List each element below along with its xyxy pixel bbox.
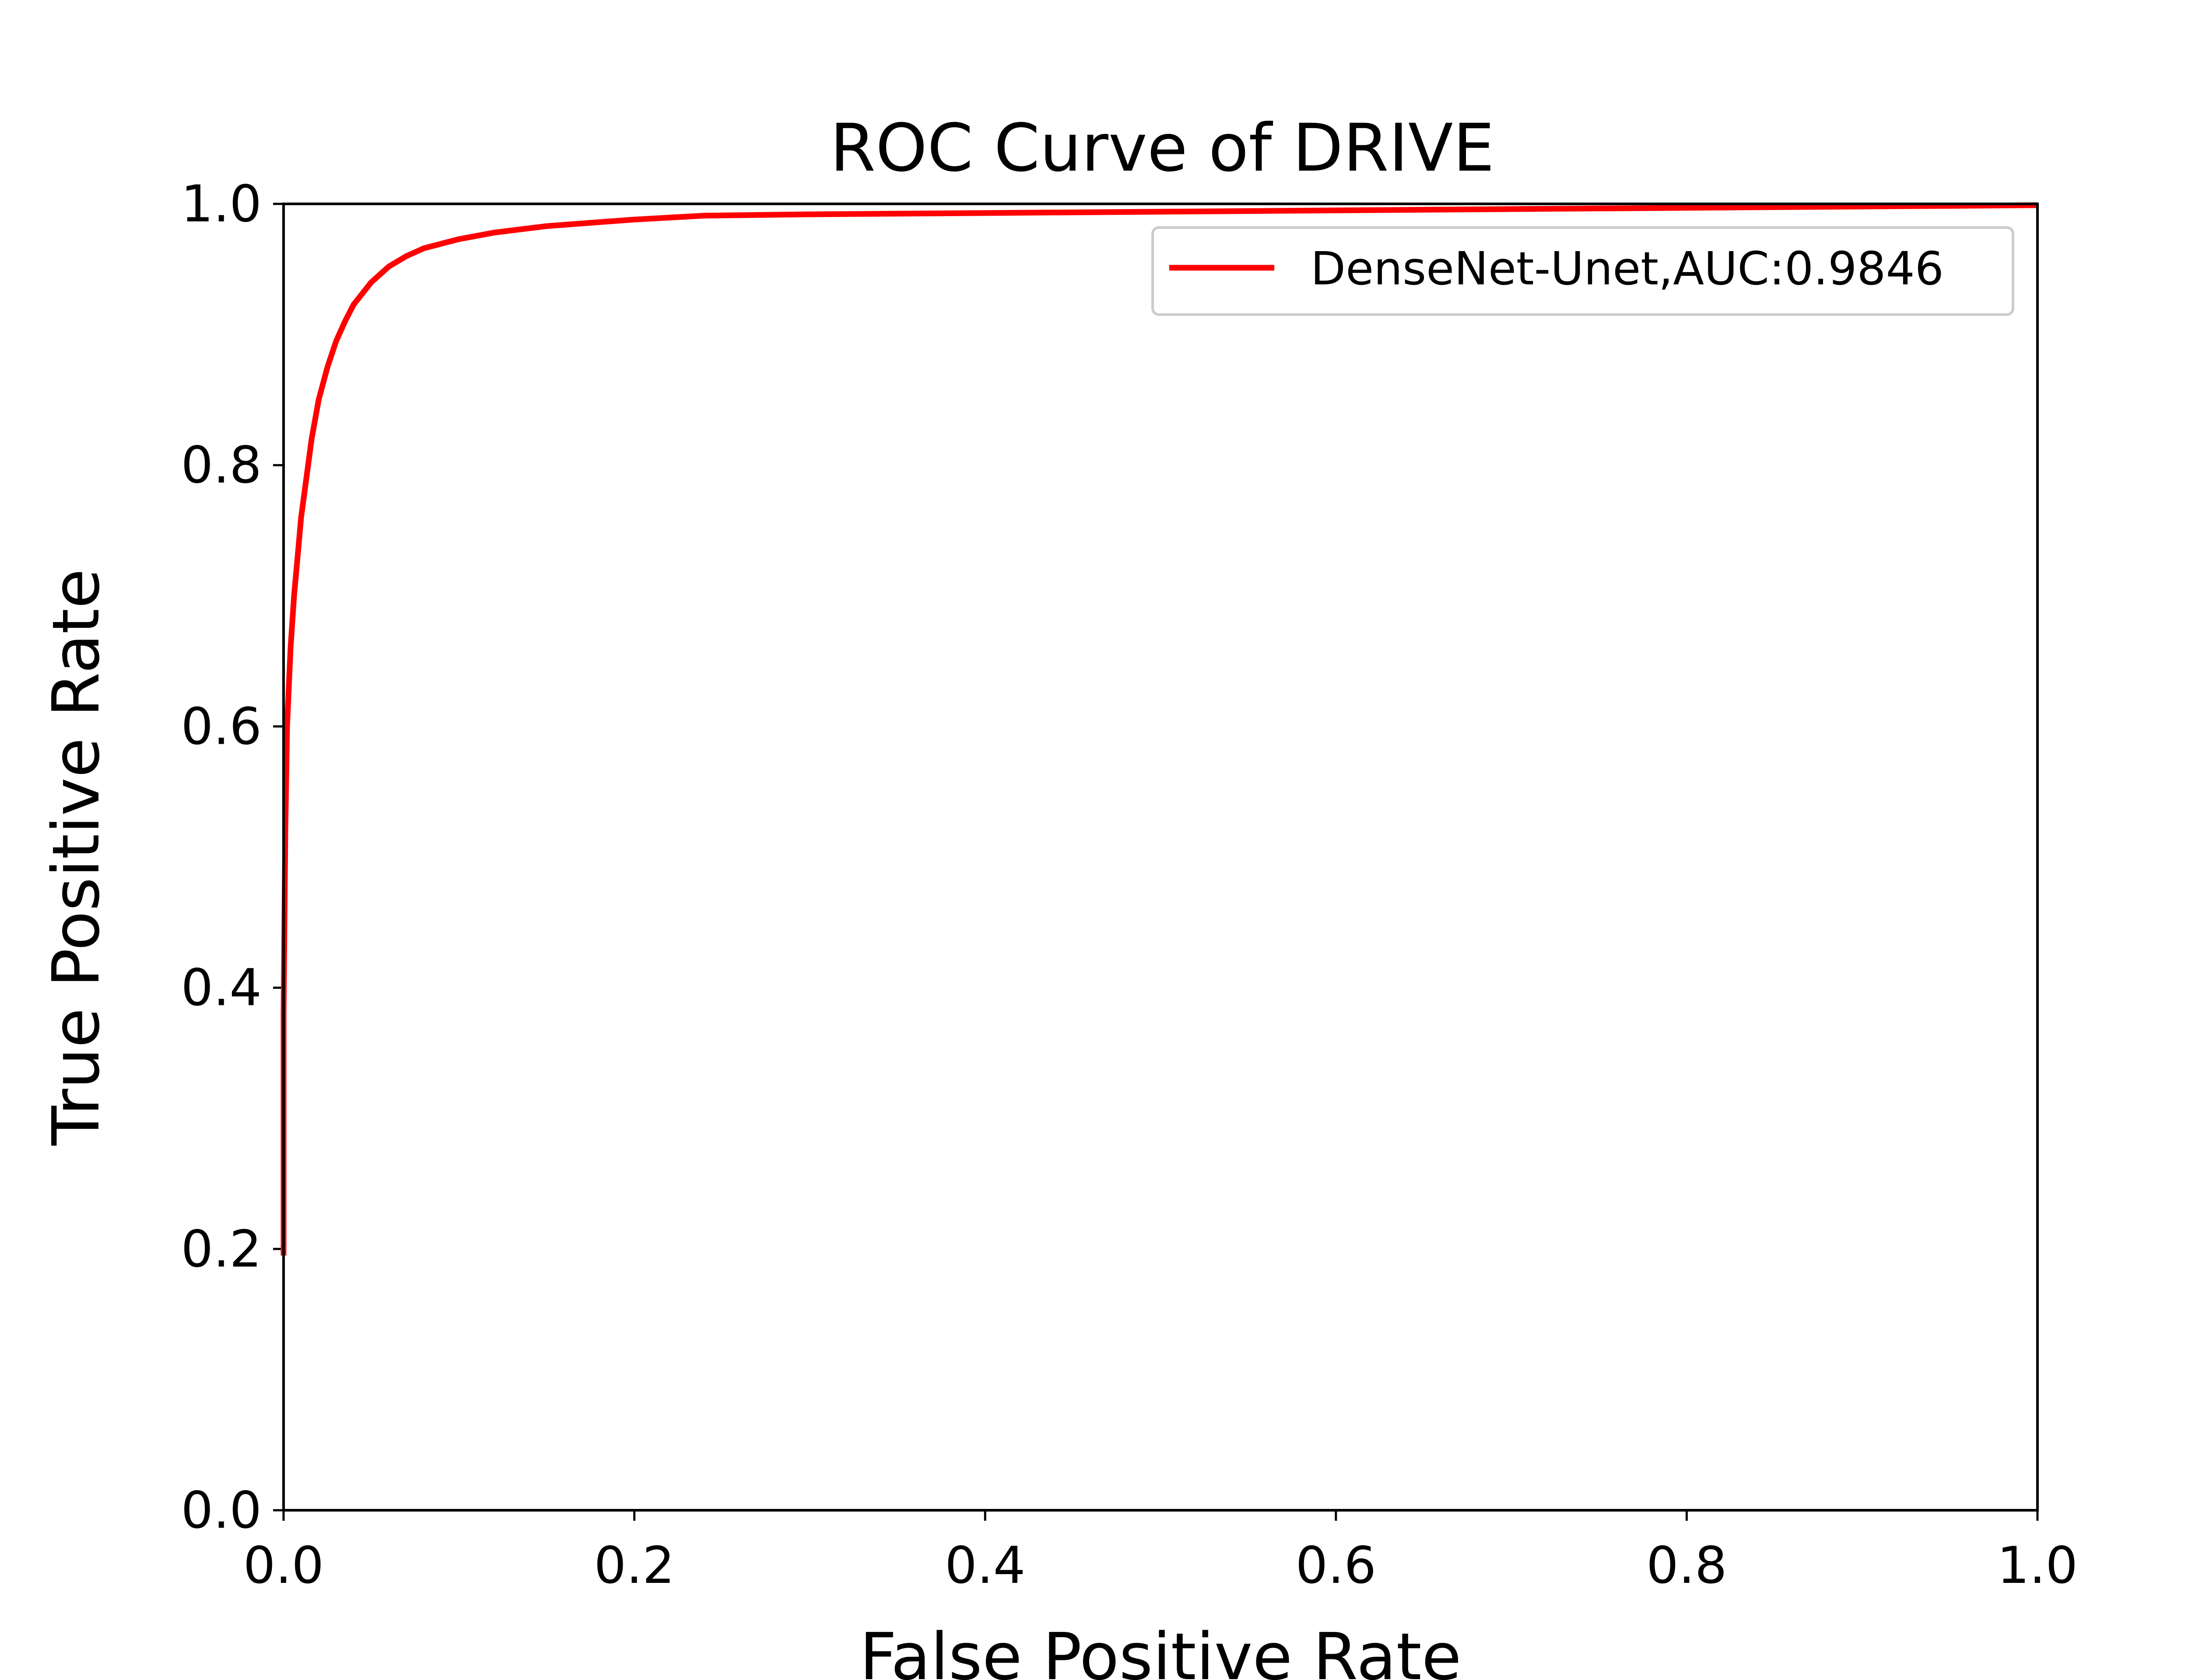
x-tick-label: 0.2 <box>594 1536 674 1595</box>
legend-box <box>1151 226 2014 316</box>
x-axis-ticks: 0.0 0.2 0.4 0.6 0.8 1.0 <box>243 1510 2078 1595</box>
axes-frame <box>282 203 2039 1512</box>
y-tick-label: 0.0 <box>181 1481 262 1540</box>
x-tick-label: 0.4 <box>945 1536 1025 1595</box>
legend: DenseNet-Unet,AUC:0.9846 <box>1151 226 2014 316</box>
legend-label: DenseNet-Unet,AUC:0.9846 <box>1311 242 1944 295</box>
y-tick-label: 0.6 <box>181 697 262 756</box>
y-axis-title: True Positive Rate <box>39 569 114 1146</box>
y-tick-label: 1.0 <box>181 175 262 234</box>
series-layer <box>281 202 2038 1256</box>
x-tick-label: 0.6 <box>1296 1536 1376 1595</box>
y-tick-label: 0.8 <box>181 436 262 495</box>
y-tick-label: 0.2 <box>181 1220 262 1279</box>
x-tick-label: 0.0 <box>243 1536 324 1595</box>
x-axis-title: False Positive Rate <box>859 1619 1462 1680</box>
roc-curve-line <box>281 202 2038 1256</box>
x-tick-label: 0.8 <box>1646 1536 1727 1595</box>
chart-title: ROC Curve of DRIVE <box>830 110 1495 186</box>
y-tick-label: 0.4 <box>181 959 262 1018</box>
x-tick-label: 1.0 <box>1997 1536 2078 1595</box>
y-axis-ticks: 0.0 0.2 0.4 0.6 0.8 1.0 <box>181 175 284 1540</box>
